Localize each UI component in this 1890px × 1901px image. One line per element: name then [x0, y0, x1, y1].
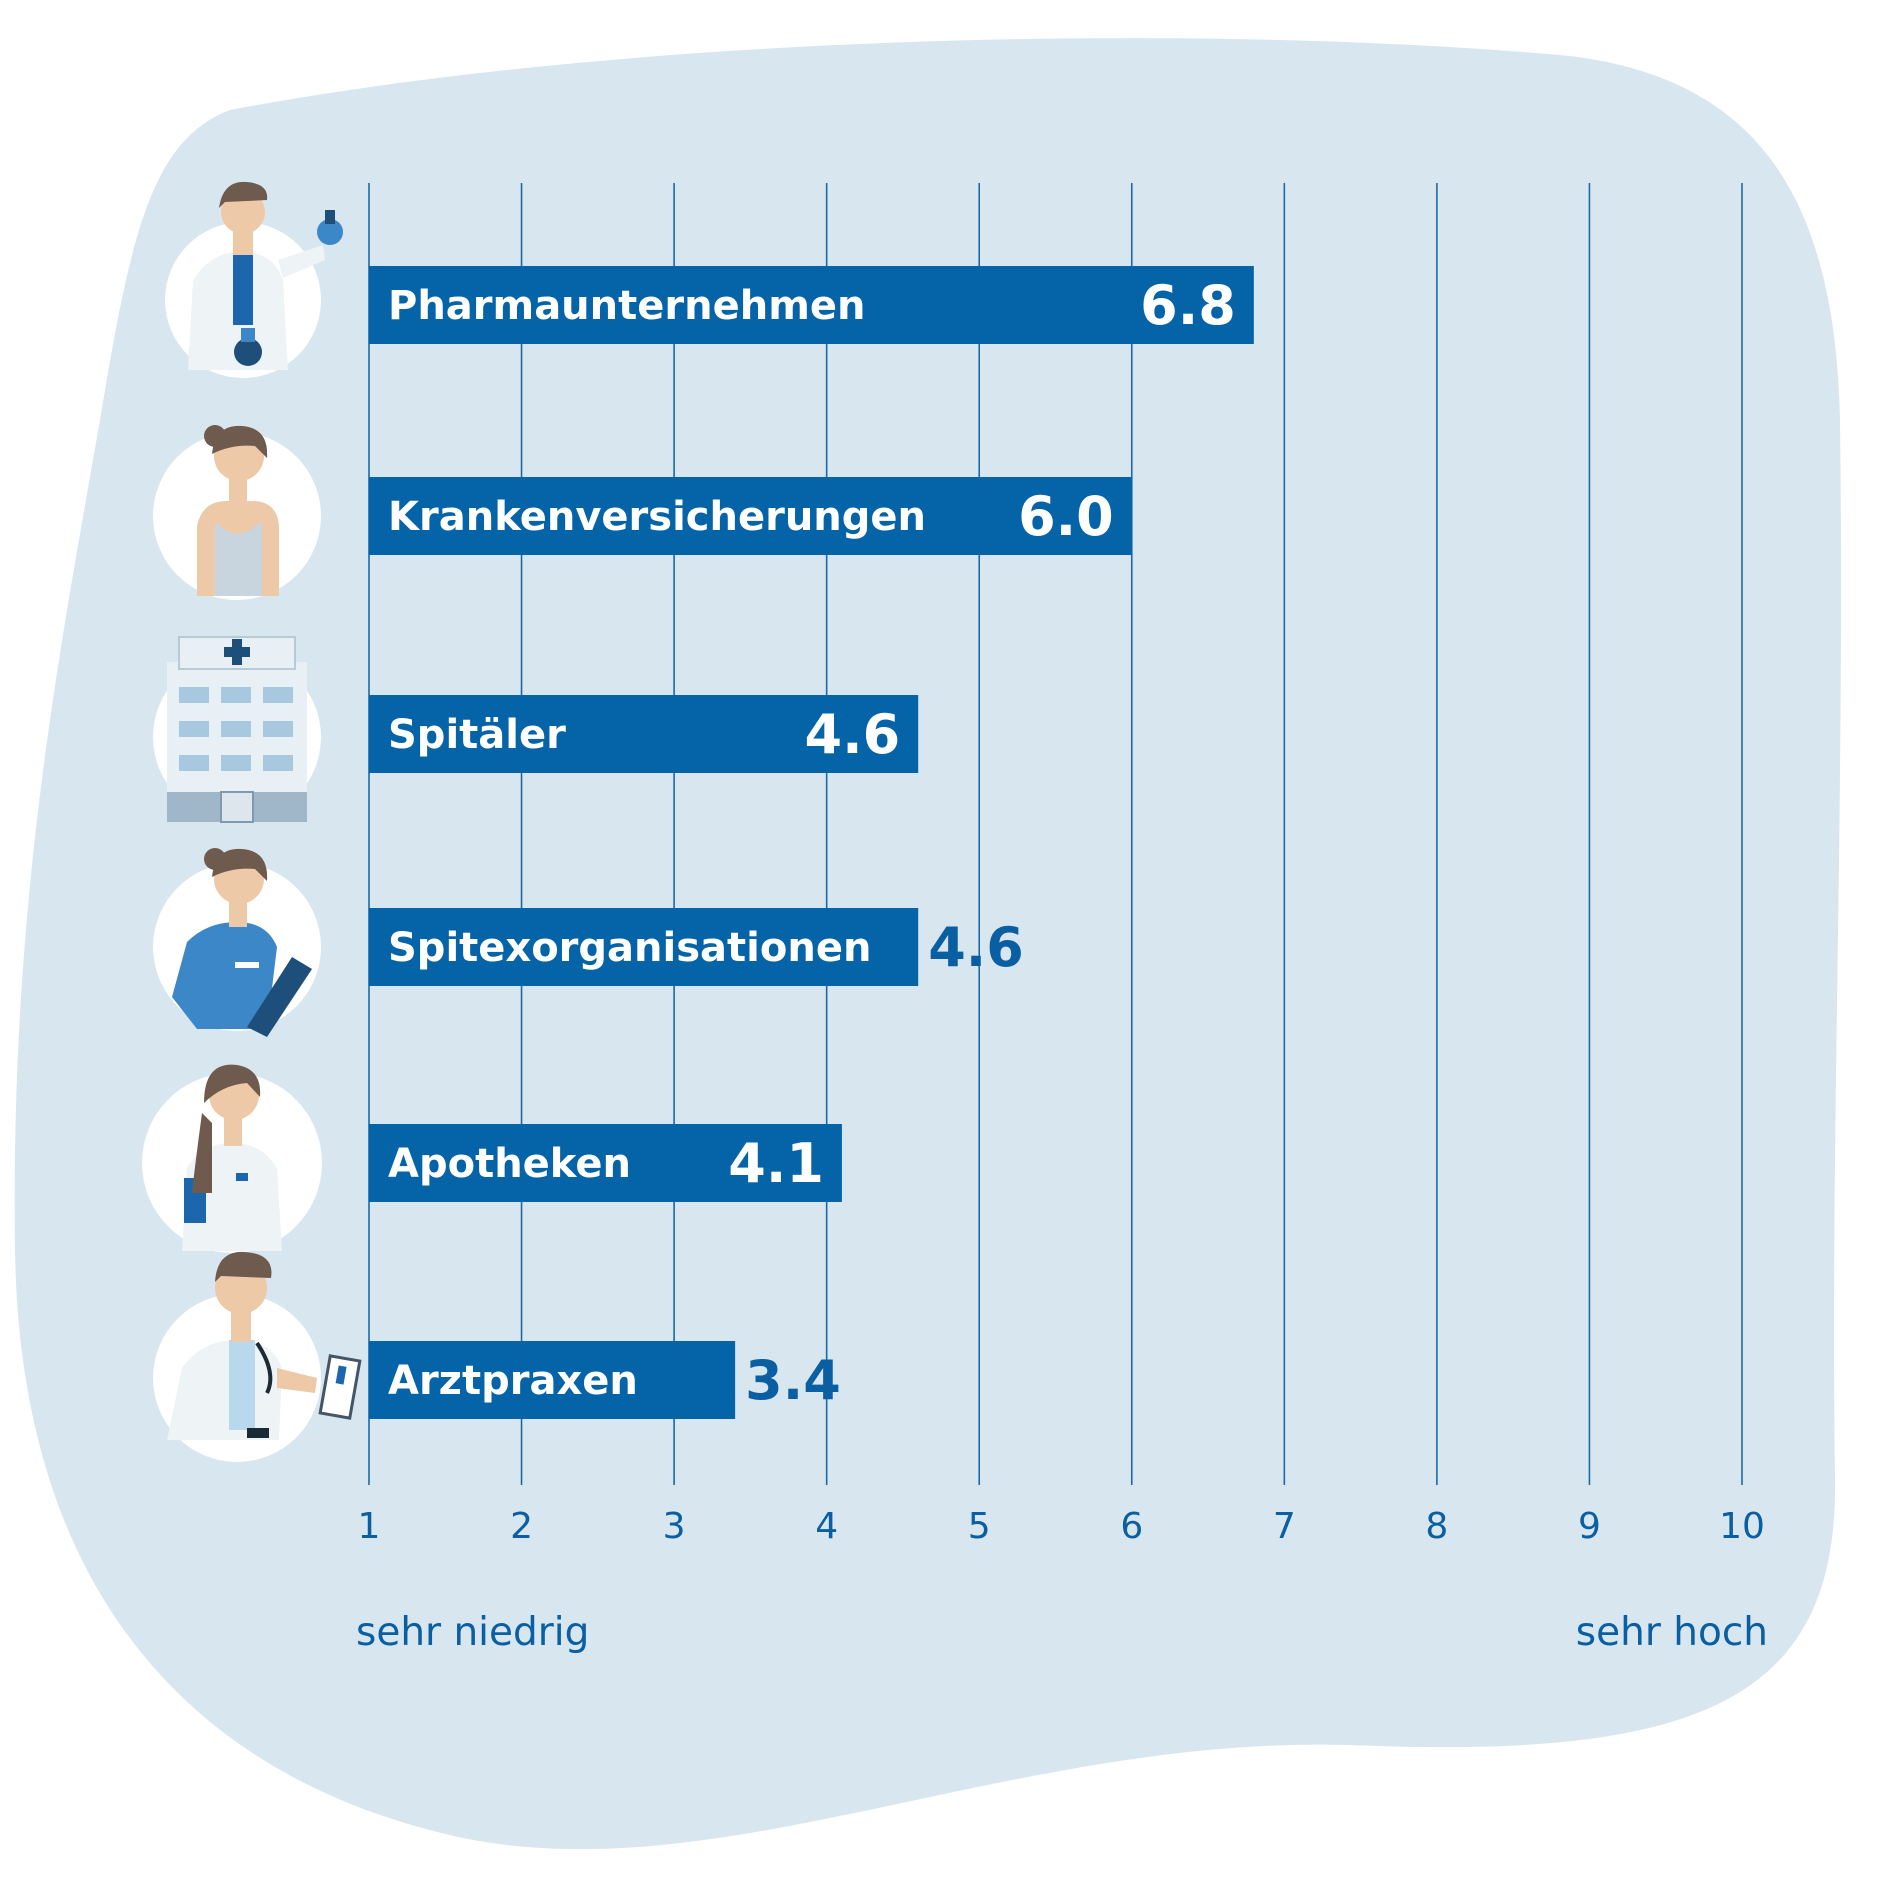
tick-label: 8: [1425, 1506, 1448, 1547]
bar-label: Spitäler: [388, 712, 566, 758]
bar-label: Pharmaunternehmen: [388, 283, 865, 329]
bar-spitexorganisationen: [369, 908, 919, 986]
axis-low-label: sehr niedrig: [356, 1610, 589, 1655]
tick-label: 9: [1578, 1506, 1601, 1547]
bar-label: Apotheken: [388, 1141, 631, 1187]
tick-label: 10: [1719, 1506, 1765, 1547]
pharmacist-icon: [142, 1064, 322, 1253]
tick-label: 2: [510, 1506, 533, 1547]
bar-spitäler: [369, 695, 919, 773]
value-label: 6.8: [1140, 274, 1236, 337]
tick-label: 1: [358, 1506, 381, 1547]
bar-krankenversicherungen: [369, 477, 1132, 555]
spitex-nurse-icon: [153, 848, 321, 1037]
bar-arztpraxen: [369, 1341, 736, 1419]
tick-label: 3: [663, 1506, 686, 1547]
axis-high-label: sehr hoch: [1576, 1610, 1768, 1655]
tick-label: 6: [1120, 1506, 1143, 1547]
bar-label: Krankenversicherungen: [388, 494, 926, 540]
value-label: 4.1: [728, 1132, 824, 1195]
tick-label: 7: [1273, 1506, 1296, 1547]
value-label: 3.4: [745, 1349, 841, 1412]
tick-label: 4: [815, 1506, 838, 1547]
value-label: 6.0: [1018, 485, 1114, 548]
tick-label: 5: [968, 1506, 991, 1547]
hospital-building-icon: [153, 636, 321, 823]
pharma-researcher-icon: [165, 181, 343, 378]
value-label: 4.6: [805, 703, 901, 766]
bar-label: Arztpraxen: [388, 1358, 638, 1404]
value-label: 4.6: [928, 916, 1024, 979]
bar-label: Spitexorganisationen: [388, 925, 871, 971]
bar-pharmaunternehmen: [369, 266, 1254, 344]
doctor-icon: [153, 1251, 362, 1462]
bar-apotheken: [369, 1124, 842, 1202]
insured-woman-icon: [153, 425, 321, 600]
